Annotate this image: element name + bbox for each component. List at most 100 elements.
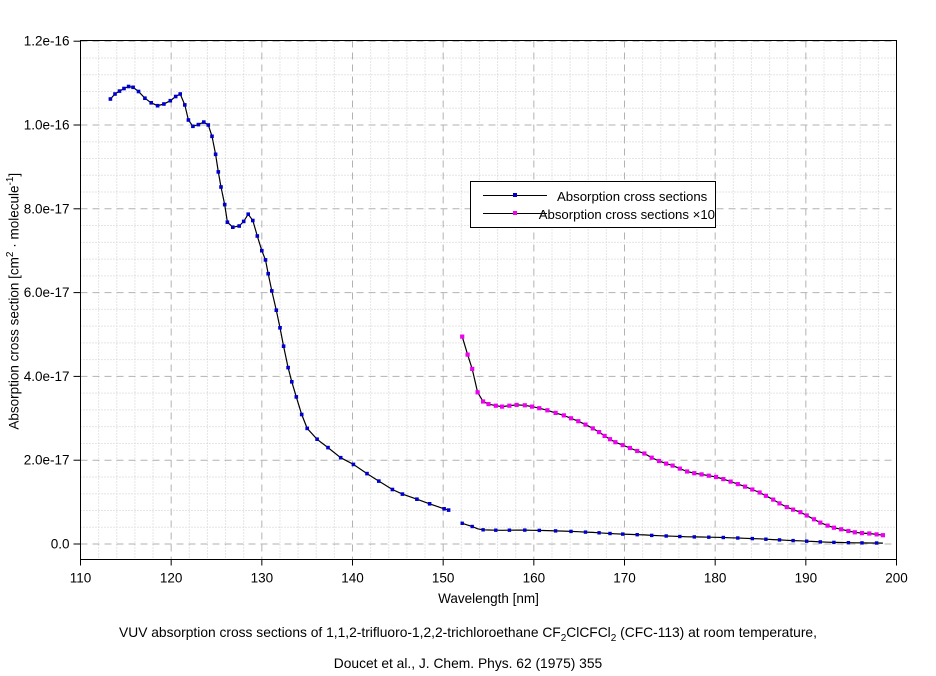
series-abs-x10-marker [706, 473, 711, 478]
series-abs-marker [131, 85, 135, 90]
series-abs-marker [210, 134, 214, 139]
series-abs-marker [222, 202, 227, 207]
legend-label: Absorption cross sections ×10 [538, 206, 715, 222]
magenta-marker-icon [513, 211, 517, 215]
series-abs-long-marker [777, 538, 782, 542]
series-abs-x10-marker [493, 403, 498, 408]
series-abs-x10-marker [522, 403, 527, 408]
series-abs-x10-marker [839, 527, 844, 532]
series-abs-marker [231, 225, 235, 229]
series-abs-x10-marker [714, 474, 719, 480]
series-abs-long-marker [470, 524, 474, 529]
series-abs-long-marker [805, 539, 809, 543]
series-abs-x10-marker [635, 448, 640, 454]
series-abs-marker [246, 212, 250, 216]
series-abs-long-marker [721, 535, 725, 540]
series-abs-x10-marker [590, 426, 595, 431]
series-abs-marker [168, 98, 173, 103]
series-abs-x10-marker [804, 513, 809, 518]
x-tick-label: 140 [341, 571, 364, 586]
series-abs-long-marker [523, 528, 527, 532]
series-abs-x10-marker [613, 440, 618, 445]
x-axis-title: Wavelength [nm] [438, 591, 539, 606]
series-abs-long-marker [664, 534, 668, 538]
series-abs-x10-marker [798, 510, 803, 515]
x-tick-label: 200 [885, 571, 908, 586]
series-abs-x10-marker [561, 413, 566, 418]
series-abs-marker [219, 185, 223, 189]
series-abs-marker [237, 224, 241, 228]
series-abs-long-marker [494, 528, 498, 532]
series-abs-marker [202, 120, 206, 124]
series-abs-x10-marker [692, 471, 697, 476]
series-abs-x10-marker [529, 404, 535, 409]
series-abs-marker [191, 124, 195, 129]
series-abs-x10-marker [649, 455, 654, 460]
series-abs-x10-marker [486, 402, 491, 407]
y-tick-label: 1.0e-16 [24, 118, 70, 133]
series-abs-marker [143, 96, 147, 100]
y-tick-label: 6.0e-17 [24, 285, 70, 300]
series-abs-long-line [462, 522, 883, 544]
series-abs-x10-line [461, 336, 883, 536]
series-abs-long-marker [569, 529, 573, 534]
series-abs-marker [351, 462, 356, 467]
series-abs-x10-marker [475, 390, 480, 395]
series-abs-x10-marker [620, 443, 625, 448]
series-abs-long-marker [608, 531, 612, 536]
series-abs-marker [390, 487, 395, 492]
series-abs-x10-marker [553, 410, 558, 415]
series-abs-marker [299, 412, 304, 417]
series-abs-marker [178, 92, 182, 96]
series-abs-long-marker [553, 529, 558, 533]
series-abs-marker [338, 455, 343, 460]
series-abs-x10-marker [507, 403, 512, 408]
series-abs-x10-marker [728, 479, 733, 484]
x-tick-label: 170 [613, 571, 636, 586]
series-abs-long-marker [621, 532, 625, 536]
series-abs-x10-marker [771, 497, 776, 502]
series-abs-marker [377, 479, 381, 483]
legend-item-cross-sections: Absorption cross sections [483, 187, 715, 205]
series-abs-marker [294, 395, 299, 399]
series-abs-x10-marker [757, 490, 762, 495]
series-abs-x10-marker [721, 477, 726, 482]
series-abs-long-marker [507, 528, 512, 532]
series-abs-marker [126, 84, 131, 89]
series-abs-marker [251, 218, 255, 223]
series-abs-x10-marker [763, 493, 768, 498]
caption-line-2: Doucet et al., J. Chem. Phys. 62 (1975) … [333, 655, 603, 671]
series-abs-marker [400, 492, 405, 496]
series-abs-marker [113, 92, 117, 96]
series-abs-marker [149, 101, 153, 105]
series-abs-x10-marker [597, 430, 602, 435]
series-abs-long-marker [736, 536, 740, 540]
series-abs-marker [186, 118, 191, 122]
series-abs-x10-marker [545, 408, 550, 413]
figure-caption: VUV absorption cross sections of 1,1,2-t… [0, 620, 936, 676]
series-abs-x10-marker [685, 469, 690, 474]
series-abs-marker [206, 123, 211, 127]
x-tick-label: 190 [795, 571, 818, 586]
y-tick-label: 4.0e-17 [24, 369, 70, 384]
y-tick-label: 0.0 [51, 537, 70, 552]
series-abs-x10-marker [784, 505, 789, 510]
y-tick-label: 2.0e-17 [24, 453, 70, 468]
x-tick-label: 150 [432, 571, 455, 586]
series-abs-marker [270, 289, 274, 293]
legend: Absorption cross sections Absorption cro… [470, 181, 716, 228]
series-abs-x10-marker [750, 487, 755, 492]
series-abs-marker [427, 502, 432, 506]
series-abs-x10-marker [735, 482, 740, 487]
series-abs-long-marker [860, 541, 864, 545]
series-abs-x10-marker [642, 451, 647, 456]
plot-frame [80, 40, 897, 560]
series-abs-x10-marker [825, 523, 830, 528]
series-abs-x10-marker [831, 525, 836, 530]
series-abs-marker [274, 308, 279, 312]
series-abs-long-marker [832, 540, 836, 545]
series-abs-marker [196, 122, 201, 127]
series-abs-marker [278, 326, 282, 330]
series-abs-marker [241, 219, 246, 224]
